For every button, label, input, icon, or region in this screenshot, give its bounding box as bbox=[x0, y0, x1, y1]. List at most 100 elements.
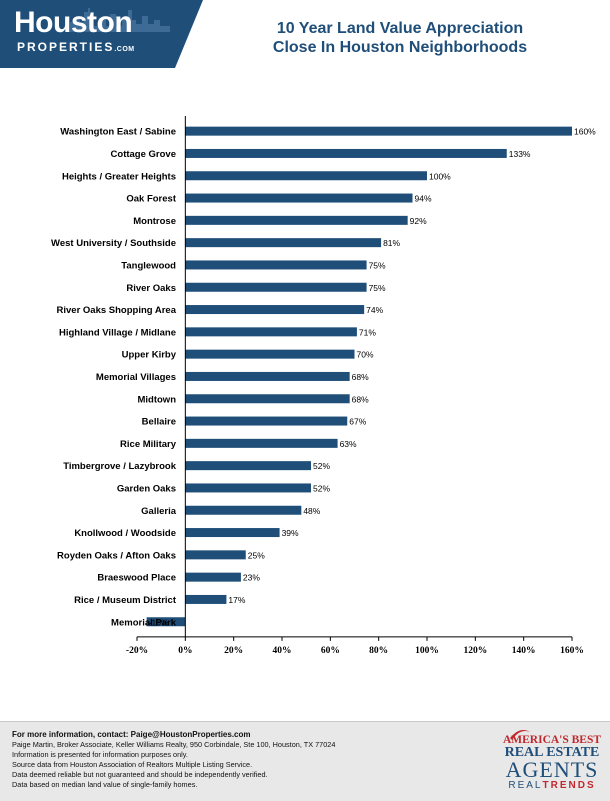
bar-galleria bbox=[185, 505, 302, 515]
bar-knollwood-woodside bbox=[185, 528, 280, 538]
value-label: 25% bbox=[248, 550, 265, 560]
bar-montrose bbox=[185, 215, 408, 225]
badge-trends: TRENDS bbox=[542, 780, 596, 791]
footer-line: Information is presented for information… bbox=[12, 750, 188, 759]
value-label: 94% bbox=[415, 194, 432, 204]
category-label: Oak Forest bbox=[126, 194, 176, 205]
bar-chart: Washington East / Sabine 160% Cottage Grov… bbox=[51, 116, 596, 656]
value-label: 71% bbox=[359, 327, 376, 337]
value-label: 39% bbox=[282, 528, 299, 538]
category-label: Tanglewood bbox=[121, 260, 176, 271]
category-label: Galleria bbox=[141, 506, 177, 517]
value-label: 70% bbox=[357, 350, 374, 360]
x-tick-label: 120% bbox=[463, 646, 487, 656]
category-label: River Oaks bbox=[126, 283, 176, 294]
logo-wordmark: Houston bbox=[14, 6, 133, 39]
x-tick-label: 20% bbox=[224, 646, 243, 656]
category-label: Royden Oaks / Afton Oaks bbox=[57, 550, 176, 561]
category-label: Upper Kirby bbox=[122, 350, 177, 361]
footer-line: Paige Martin, Broker Associate, Keller W… bbox=[12, 740, 336, 749]
value-label: 68% bbox=[352, 394, 369, 404]
category-label: Heights / Greater Heights bbox=[62, 171, 176, 182]
value-label: 67% bbox=[349, 417, 366, 427]
bar-washington-east-sabine bbox=[185, 126, 573, 136]
header: Houston PROPERTIES.COM 10 Year Land Valu… bbox=[0, 0, 610, 68]
category-label: Highland Village / Midlane bbox=[59, 327, 176, 338]
x-tick-label: 100% bbox=[415, 646, 439, 656]
skyline-icon bbox=[70, 8, 170, 32]
bar-oak-forest bbox=[185, 193, 413, 203]
category-label: Bellaire bbox=[142, 417, 176, 428]
value-label: 23% bbox=[243, 573, 260, 583]
value-label: 75% bbox=[369, 283, 386, 293]
value-label: 48% bbox=[303, 506, 320, 516]
awards-badge: AMERICA'S BEST REAL ESTATE AGENTS REALTR… bbox=[498, 728, 606, 798]
title-line-1: 10 Year Land Value Appreciation bbox=[276, 20, 524, 37]
value-label: 52% bbox=[313, 483, 330, 493]
badge-line-2: REAL ESTATE bbox=[504, 745, 600, 760]
value-label: 160% bbox=[574, 127, 596, 137]
category-label: Rice / Museum District bbox=[74, 595, 177, 606]
value-label: -16% bbox=[149, 617, 169, 627]
bar-upper-kirby bbox=[185, 349, 355, 359]
bar-garden-oaks bbox=[185, 483, 311, 493]
footer-contact[interactable]: For more information, contact: Paige@Hou… bbox=[12, 730, 251, 739]
logo-wedge bbox=[175, 0, 203, 68]
title-line-2: Close In Houston Neighborhoods bbox=[272, 39, 528, 56]
category-label: Knollwood / Woodside bbox=[74, 528, 176, 539]
chart-title: 10 Year Land Value Appreciation Close In… bbox=[215, 19, 585, 57]
logo-subtitle: PROPERTIES.COM bbox=[17, 40, 135, 57]
badge-line-3: AGENTS bbox=[505, 757, 599, 782]
value-label: 63% bbox=[340, 439, 357, 449]
footer-line: Data based on median land value of singl… bbox=[12, 780, 198, 789]
x-tick-label: 40% bbox=[273, 646, 292, 656]
value-label: 75% bbox=[369, 260, 386, 270]
category-label: Garden Oaks bbox=[117, 483, 176, 494]
value-label: 100% bbox=[429, 171, 451, 181]
value-label: 52% bbox=[313, 461, 330, 471]
x-tick-label: 160% bbox=[560, 646, 584, 656]
bar-west-university-southside bbox=[185, 238, 382, 248]
category-label: Midtown bbox=[137, 394, 176, 405]
category-label: Montrose bbox=[133, 216, 176, 227]
bars-layer: Washington East / Sabine 160% Cottage Grov… bbox=[51, 126, 596, 628]
bar-rice-museum-district bbox=[185, 594, 227, 604]
bar-river-oaks bbox=[185, 282, 367, 292]
axis-layer: -20% 0% 20% 40% 60% 80% 100% 120% 140% 160% bbox=[126, 116, 584, 656]
bar-heights-greater-heights bbox=[185, 171, 427, 181]
bar-rice-military bbox=[185, 438, 338, 448]
value-label: 74% bbox=[366, 305, 383, 315]
category-label: Timbergrove / Lazybrook bbox=[63, 461, 177, 472]
star-icon bbox=[510, 730, 530, 740]
value-label: 17% bbox=[228, 595, 245, 605]
logo-sub-text: PROPERTIES bbox=[17, 40, 115, 54]
badge-line-4: REALTRENDS bbox=[498, 780, 606, 792]
bar-river-oaks-shopping-area bbox=[185, 305, 365, 315]
value-label: 92% bbox=[410, 216, 427, 226]
bar-braeswood-place bbox=[185, 572, 241, 582]
category-label: River Oaks Shopping Area bbox=[57, 305, 177, 316]
category-label: Memorial Villages bbox=[96, 372, 176, 383]
bar-highland-village-midlane bbox=[185, 327, 357, 337]
bar-memorial-villages bbox=[185, 371, 350, 381]
bar-tanglewood bbox=[185, 260, 367, 270]
badge-line-1: AMERICA'S BEST bbox=[502, 734, 602, 746]
x-tick-label: 80% bbox=[369, 646, 388, 656]
value-label: 81% bbox=[383, 238, 400, 248]
bar-memorial-park bbox=[146, 617, 186, 627]
bar-timbergrove-lazybrook bbox=[185, 461, 311, 471]
logo-com-text: .COM bbox=[114, 46, 135, 53]
footer: For more information, contact: Paige@Hou… bbox=[0, 721, 610, 801]
category-label: West University / Southside bbox=[51, 238, 176, 249]
footer-line: Data deemed reliable but not guaranteed … bbox=[12, 770, 268, 779]
x-tick-label: 60% bbox=[321, 646, 340, 656]
category-label: Braeswood Place bbox=[97, 573, 176, 584]
badge-real: REAL bbox=[508, 780, 543, 791]
category-label: Memorial Park bbox=[111, 617, 177, 628]
category-label: Rice Military bbox=[120, 439, 177, 450]
bar-midtown bbox=[185, 394, 350, 404]
bar-cottage-grove bbox=[185, 148, 507, 158]
bar-royden-oaks-afton-oaks bbox=[185, 550, 246, 560]
logo[interactable]: Houston PROPERTIES.COM bbox=[0, 0, 175, 68]
value-label: 68% bbox=[352, 372, 369, 382]
